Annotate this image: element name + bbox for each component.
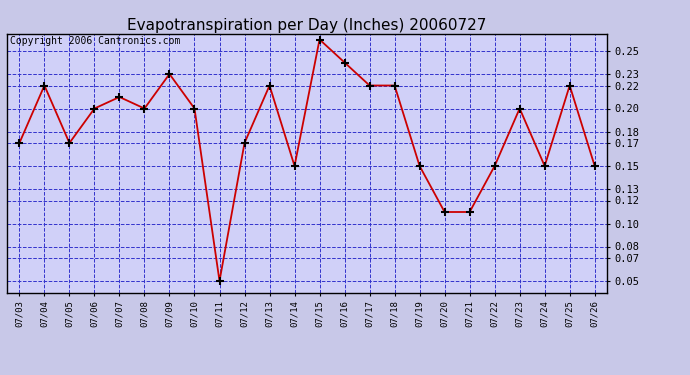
Text: Copyright 2006 Cantronics.com: Copyright 2006 Cantronics.com — [10, 36, 180, 46]
Title: Evapotranspiration per Day (Inches) 20060727: Evapotranspiration per Day (Inches) 2006… — [128, 18, 486, 33]
